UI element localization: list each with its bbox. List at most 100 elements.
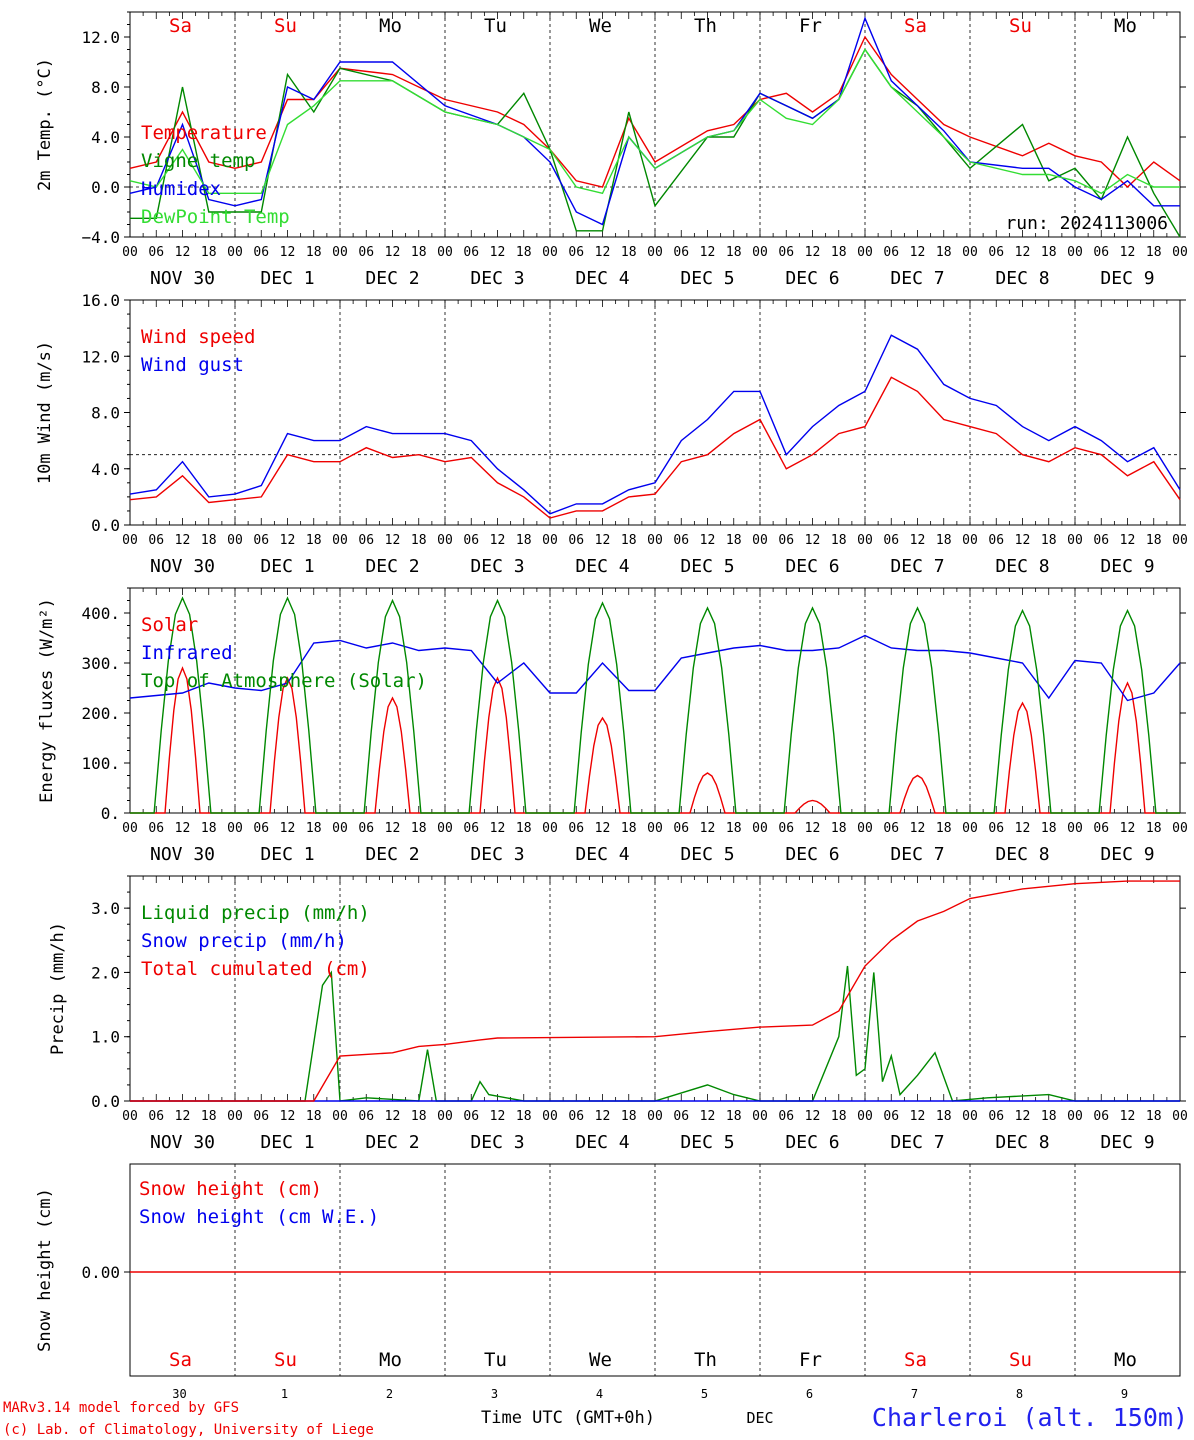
day-number: 5 xyxy=(701,1387,708,1401)
weekday-label: Su xyxy=(274,1349,297,1371)
day-label: DEC 7 xyxy=(890,556,944,577)
hour-label: 18 xyxy=(1146,821,1162,836)
hour-label: 06 xyxy=(778,245,794,260)
day-label: DEC 3 xyxy=(470,556,524,577)
hour-label: 18 xyxy=(411,533,427,548)
hour-label: 06 xyxy=(148,245,164,260)
hour-label: 12 xyxy=(910,533,926,548)
hour-label: 12 xyxy=(595,245,611,260)
y-tick-label: 2.0 xyxy=(91,963,120,982)
y-tick-label: 300. xyxy=(81,654,120,673)
hour-label: 00 xyxy=(1067,1109,1083,1124)
hour-label: 18 xyxy=(831,1109,847,1124)
day-label: DEC 6 xyxy=(785,1132,839,1153)
hour-label: 00 xyxy=(227,245,243,260)
hour-label: 12 xyxy=(1015,1109,1031,1124)
hour-label: 06 xyxy=(358,1109,374,1124)
day-label: DEC 1 xyxy=(260,844,314,865)
hour-label: 12 xyxy=(805,245,821,260)
hour-label: 12 xyxy=(175,245,191,260)
day-label: DEC 1 xyxy=(260,268,314,289)
hour-label: 00 xyxy=(962,533,978,548)
hour-label: 00 xyxy=(542,533,558,548)
day-label: DEC 1 xyxy=(260,1132,314,1153)
hour-label: 18 xyxy=(516,1109,532,1124)
hour-label: 00 xyxy=(437,821,453,836)
hour-label: 18 xyxy=(936,821,952,836)
day-label: DEC 6 xyxy=(785,268,839,289)
hour-label: 00 xyxy=(647,533,663,548)
hour-label: 00 xyxy=(542,1109,558,1124)
hour-label: 18 xyxy=(516,533,532,548)
weekday-label: Mo xyxy=(379,15,402,37)
hour-label: 18 xyxy=(1041,245,1057,260)
day-label: DEC 5 xyxy=(680,268,734,289)
hour-label: 00 xyxy=(122,1109,138,1124)
hour-label: 12 xyxy=(910,1109,926,1124)
series-line xyxy=(129,48,1180,195)
hour-label: 00 xyxy=(227,1109,243,1124)
hour-label: 00 xyxy=(542,245,558,260)
hour-label: 06 xyxy=(568,533,584,548)
hour-label: 18 xyxy=(621,821,637,836)
day-label: DEC 8 xyxy=(995,1132,1049,1153)
weekday-label: Sa xyxy=(169,1349,192,1371)
weekday-label: We xyxy=(589,1349,612,1371)
hour-label: 00 xyxy=(962,245,978,260)
weekday-label: Sa xyxy=(904,1349,927,1371)
day-label: DEC 9 xyxy=(1100,1132,1154,1153)
hour-label: 06 xyxy=(988,821,1004,836)
hour-label: 18 xyxy=(726,1109,742,1124)
y-tick-label: 3.0 xyxy=(91,899,120,918)
hour-label: 18 xyxy=(411,821,427,836)
legend-entry: DewPoint Temp xyxy=(141,206,290,228)
day-label: DEC 4 xyxy=(575,1132,629,1153)
hour-label: 12 xyxy=(595,1109,611,1124)
hour-label: 18 xyxy=(1041,533,1057,548)
hour-label: 00 xyxy=(1067,821,1083,836)
time-axis-label: Time UTC (GMT+0h) xyxy=(481,1408,655,1428)
hour-label: 06 xyxy=(568,1109,584,1124)
hour-label: 00 xyxy=(647,821,663,836)
hour-label: 18 xyxy=(411,245,427,260)
hour-label: 00 xyxy=(962,821,978,836)
legend-entry: Solar xyxy=(141,614,198,636)
day-label: NOV 30 xyxy=(150,268,215,289)
hour-label: 00 xyxy=(752,1109,768,1124)
hour-label: 00 xyxy=(1067,533,1083,548)
hour-label: 00 xyxy=(857,245,873,260)
day-label: DEC 3 xyxy=(470,268,524,289)
hour-label: 06 xyxy=(1093,821,1109,836)
hour-label: 18 xyxy=(516,821,532,836)
y-tick-label: 16.0 xyxy=(81,291,120,310)
legend-entry: Total cumulated (cm) xyxy=(141,958,370,980)
hour-label: 12 xyxy=(385,245,401,260)
day-number: 4 xyxy=(596,1387,603,1401)
hour-label: 00 xyxy=(122,245,138,260)
hour-label: 12 xyxy=(700,245,716,260)
hour-label: 00 xyxy=(227,821,243,836)
legend-entry: Top of Atmosphere (Solar) xyxy=(141,670,427,692)
hour-label: 06 xyxy=(1093,245,1109,260)
hour-label: 00 xyxy=(647,245,663,260)
y-tick-label: 0.0 xyxy=(91,516,120,535)
hour-label: 18 xyxy=(306,1109,322,1124)
day-label: DEC 8 xyxy=(995,268,1049,289)
hour-label: 06 xyxy=(148,1109,164,1124)
day-number: 8 xyxy=(1016,1387,1023,1401)
hour-label: 12 xyxy=(175,533,191,548)
hour-label: 00 xyxy=(1067,245,1083,260)
hour-label: 12 xyxy=(490,533,506,548)
hour-label: 06 xyxy=(778,533,794,548)
hour-label: 12 xyxy=(280,1109,296,1124)
hour-label: 06 xyxy=(463,533,479,548)
hour-label: 18 xyxy=(726,533,742,548)
legend-entry: Liquid precip (mm/h) xyxy=(141,902,370,924)
hour-label: 06 xyxy=(883,821,899,836)
y-axis-label: 10m Wind (m/s) xyxy=(35,341,55,484)
hour-label: 12 xyxy=(280,533,296,548)
series-line xyxy=(129,334,1181,515)
hour-label: 18 xyxy=(936,1109,952,1124)
hour-label: 18 xyxy=(726,245,742,260)
y-axis-label: Precip (mm/h) xyxy=(48,922,68,1055)
